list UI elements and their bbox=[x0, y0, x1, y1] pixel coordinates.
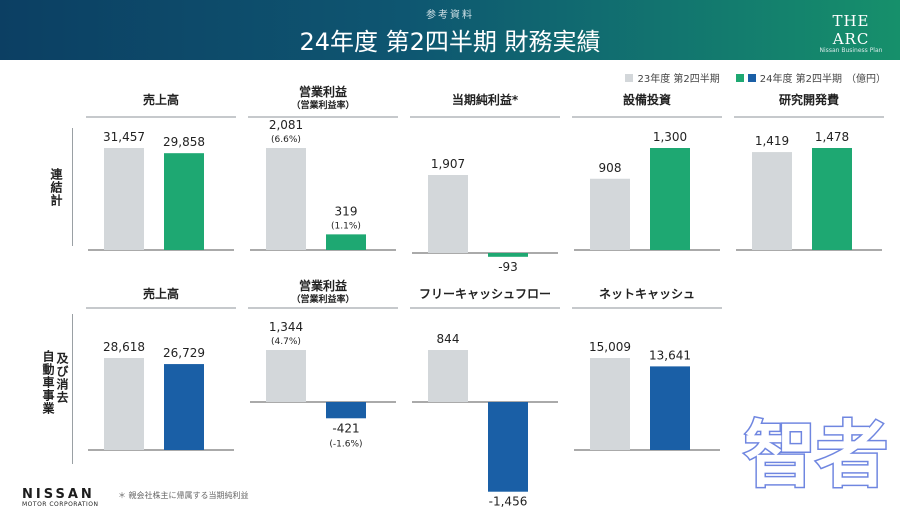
watermark-stamp: 智者 bbox=[743, 412, 889, 499]
page-title: 24年度 第2四半期 財務実績 bbox=[299, 28, 601, 56]
consolidated-net-income-bar-fy24 bbox=[488, 253, 528, 257]
automotive-free-cash-flow-bar-fy24 bbox=[488, 402, 528, 492]
automotive-operating-profit-title: 営業利益 bbox=[299, 278, 347, 293]
consolidated-operating-profit-value-fy24: 319 bbox=[335, 204, 358, 218]
automotive-net-cash-value-fy24: 13,641 bbox=[649, 348, 691, 362]
automotive-net-cash-bar-fy24 bbox=[650, 366, 690, 450]
automotive-operating-profit-ratio-fy23: (4.7%) bbox=[271, 337, 301, 347]
footnote: ＊ 親会社株主に帰属する当期純利益 bbox=[118, 491, 249, 500]
automotive-operating-profit-bar-fy23 bbox=[266, 350, 306, 402]
consolidated-rnd-bar-fy24 bbox=[812, 148, 852, 250]
legend-label-curr: 24年度 第2四半期 bbox=[759, 74, 842, 85]
consolidated-sales-title: 売上高 bbox=[143, 92, 179, 107]
automotive-net-cash-value-fy23: 15,009 bbox=[589, 340, 631, 354]
legend-unit: （億円） bbox=[846, 74, 886, 85]
consolidated-operating-profit-ratio-fy23: (6.6%) bbox=[271, 135, 301, 145]
automotive-sales-bar-fy23 bbox=[104, 358, 144, 450]
consolidated-capex-bar-fy23 bbox=[590, 178, 630, 250]
automotive-free-cash-flow-value-fy24: -1,456 bbox=[489, 495, 528, 509]
automotive-operating-profit-bar-fy24 bbox=[326, 402, 366, 419]
the-arc-logo-subtext: Nissan Business Plan bbox=[819, 47, 883, 54]
consolidated-sales-value-fy24: 29,858 bbox=[163, 135, 205, 149]
consolidated-operating-profit-value-fy23: 2,081 bbox=[269, 118, 303, 132]
consolidated-capex-value-fy23: 908 bbox=[599, 161, 622, 175]
automotive-sales-value-fy24: 26,729 bbox=[163, 346, 205, 360]
automotive-sales-bar-fy24 bbox=[164, 364, 204, 450]
legend-swatch-curr-blue bbox=[747, 73, 756, 82]
row-label-automotive-line2: 及び消去 bbox=[55, 352, 69, 404]
header-banner: 参考資料 24年度 第2四半期 財務実績 THE ARC Nissan Busi… bbox=[0, 0, 900, 60]
the-arc-logo: THE ARC Nissan Business Plan bbox=[812, 12, 890, 54]
consolidated-capex-bar-fy24 bbox=[650, 148, 690, 250]
automotive-free-cash-flow-value-fy23: 844 bbox=[437, 332, 460, 346]
row-label-consolidated: 連結計 bbox=[49, 168, 63, 207]
automotive-operating-profit-value-fy24: -421 bbox=[332, 421, 359, 435]
the-arc-logo-text: THE ARC bbox=[832, 12, 870, 48]
consolidated-net-income-bar-fy23 bbox=[428, 175, 468, 253]
consolidated-rnd-bar-fy23 bbox=[752, 152, 792, 250]
legend-label-prev: 23年度 第2四半期 bbox=[637, 74, 720, 85]
row-divider-consolidated bbox=[72, 128, 73, 246]
row-label-automotive-line1: 自動車事業 bbox=[41, 350, 55, 415]
reference-label: 参考資料 bbox=[426, 10, 474, 21]
consolidated-operating-profit-bar-fy24 bbox=[326, 234, 366, 250]
consolidated-sales-bar-fy24 bbox=[164, 153, 204, 250]
nissan-logo-text: NISSAN bbox=[22, 487, 95, 502]
consolidated-net-income-value-fy23: 1,907 bbox=[431, 157, 465, 171]
automotive-sales-value-fy23: 28,618 bbox=[103, 340, 145, 354]
watermark-text: 智者 bbox=[744, 413, 888, 497]
automotive-free-cash-flow-title: フリーキャッシュフロー bbox=[419, 287, 551, 301]
automotive-net-cash-title: ネットキャッシュ bbox=[599, 287, 695, 301]
automotive-operating-profit-subtitle: （営業利益率） bbox=[291, 293, 354, 305]
consolidated-capex-value-fy24: 1,300 bbox=[653, 130, 687, 144]
consolidated-rnd-title: 研究開発費 bbox=[779, 92, 839, 107]
consolidated-operating-profit-bar-fy23 bbox=[266, 148, 306, 250]
consolidated-sales-value-fy23: 31,457 bbox=[103, 130, 145, 144]
automotive-free-cash-flow-bar-fy23 bbox=[428, 350, 468, 402]
row-divider-automotive bbox=[72, 314, 73, 464]
consolidated-operating-profit-title: 営業利益 bbox=[299, 84, 347, 99]
consolidated-rnd-value-fy24: 1,478 bbox=[815, 130, 849, 144]
consolidated-operating-profit-subtitle: （営業利益率） bbox=[291, 99, 354, 111]
nissan-logo: NISSAN MOTOR CORPORATION bbox=[22, 487, 99, 508]
automotive-operating-profit-value-fy23: 1,344 bbox=[269, 320, 303, 334]
nissan-logo-subtext: MOTOR CORPORATION bbox=[22, 501, 99, 508]
consolidated-net-income-value-fy24: -93 bbox=[498, 260, 518, 274]
automotive-operating-profit-ratio-fy24: (-1.6%) bbox=[329, 439, 362, 449]
consolidated-rnd-value-fy23: 1,419 bbox=[755, 134, 789, 148]
consolidated-net-income-title: 当期純利益* bbox=[452, 92, 519, 107]
consolidated-capex-title: 設備投資 bbox=[623, 92, 671, 107]
consolidated-operating-profit-ratio-fy24: (1.1%) bbox=[331, 221, 361, 231]
legend-swatch-curr-green bbox=[735, 73, 744, 82]
legend-swatch-prev bbox=[625, 73, 634, 82]
automotive-net-cash-bar-fy23 bbox=[590, 358, 630, 450]
chart-legend: 23年度 第2四半期 24年度 第2四半期 （億円） bbox=[625, 70, 886, 85]
consolidated-sales-bar-fy23 bbox=[104, 148, 144, 250]
automotive-sales-title: 売上高 bbox=[143, 286, 179, 301]
